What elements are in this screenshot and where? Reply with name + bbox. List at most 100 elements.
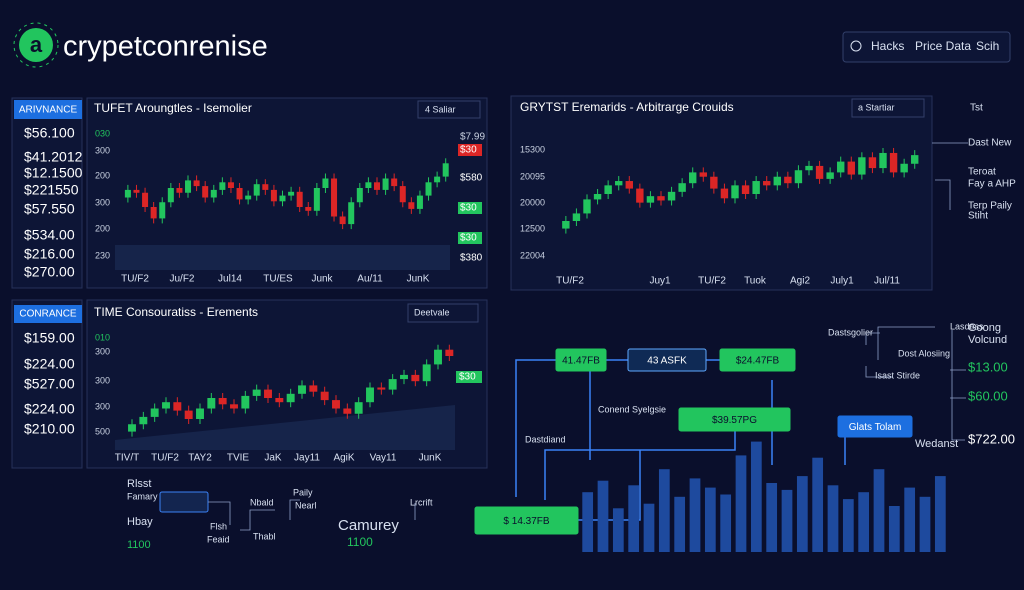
bar	[919, 496, 931, 552]
x-label: Jul14	[218, 274, 242, 285]
candle	[159, 202, 166, 219]
price-label: $580	[460, 173, 483, 184]
candle	[366, 387, 374, 403]
dropdown[interactable]	[851, 98, 925, 118]
candle	[193, 180, 200, 187]
flow-label: Dastdiand	[525, 434, 566, 444]
nav-link[interactable]: Scih	[976, 39, 999, 53]
metric: $722.00	[968, 431, 1015, 446]
caption: Nearl	[295, 500, 317, 510]
flow-node	[719, 348, 796, 372]
candle	[245, 195, 252, 200]
bar	[750, 441, 762, 552]
logo-letter: a	[30, 32, 43, 57]
candle	[572, 213, 581, 221]
candle	[236, 188, 243, 200]
dropdown[interactable]	[407, 303, 479, 323]
candle	[207, 398, 216, 409]
candle	[279, 195, 286, 202]
candle	[356, 188, 363, 203]
bar	[689, 478, 701, 552]
shade	[115, 405, 455, 450]
flow-label: Isast Stirde	[875, 370, 920, 380]
candle	[678, 183, 686, 192]
candle	[815, 165, 824, 179]
bar	[582, 492, 594, 552]
chart-title: GRYTST Eremarids - Arbitrarge Crouids	[520, 100, 734, 114]
connector	[414, 142, 968, 520]
side-note: Tst	[970, 103, 983, 114]
search-icon	[850, 40, 862, 52]
brand: crypetconrenise	[63, 31, 268, 63]
x-label: TU/F2	[556, 276, 584, 287]
candle	[657, 196, 665, 201]
x-label: TU/ES	[263, 274, 293, 285]
candle	[879, 152, 887, 169]
tag	[14, 100, 82, 119]
flow-node	[678, 407, 791, 432]
candle	[699, 172, 707, 177]
x-label: Jul/11	[874, 276, 900, 287]
caption: Feaid	[207, 534, 230, 544]
x-label: Junk	[311, 274, 333, 285]
price: $12.1500	[24, 165, 83, 181]
bar	[873, 469, 885, 552]
node-label: Glats Tolam	[849, 422, 902, 433]
candle	[391, 178, 398, 187]
metric: $60.00	[968, 388, 1008, 403]
nav-link[interactable]: Price Data	[915, 39, 971, 53]
candle	[858, 157, 866, 175]
candle	[377, 387, 386, 390]
candle	[128, 424, 136, 432]
bar	[612, 508, 624, 552]
logo-icon	[19, 28, 53, 62]
candle	[442, 163, 449, 177]
caption: 1100	[347, 535, 373, 549]
price: $221550	[24, 182, 79, 198]
candle	[752, 181, 760, 194]
node-label: $ 14.37FB	[503, 516, 549, 527]
chart-title: TIME Consouratiss - Erements	[94, 305, 258, 319]
candle	[615, 181, 623, 186]
x-label: JaK	[264, 453, 282, 464]
candle	[184, 410, 193, 419]
price: $159.00	[24, 330, 75, 346]
price-label: $7.99	[460, 132, 485, 143]
shade	[115, 245, 450, 270]
side-note: Fay a AHP	[968, 179, 1016, 190]
candle	[805, 165, 813, 171]
candle	[241, 395, 250, 409]
candle	[434, 349, 442, 365]
bar	[888, 506, 900, 552]
bar	[597, 480, 609, 552]
caption: Thabl	[253, 531, 276, 541]
caption: 1100	[127, 539, 151, 551]
axis-label: 030	[95, 128, 110, 138]
chart-title: TUFET Aroungtles - Isemolier	[94, 101, 252, 115]
candle	[227, 182, 234, 188]
x-label: July1	[830, 276, 854, 287]
search-box[interactable]	[842, 31, 1011, 63]
candle	[150, 408, 159, 417]
price: $210.00	[24, 421, 75, 437]
node-label: 41.47FB	[562, 356, 600, 367]
candle	[322, 178, 329, 188]
bar	[827, 485, 839, 552]
price-label: $30	[460, 233, 477, 244]
x-label: Tuok	[744, 276, 767, 287]
candle	[434, 176, 441, 183]
price: $57.550	[24, 201, 75, 217]
candle	[210, 189, 217, 198]
flow-node	[474, 506, 579, 535]
candle	[343, 408, 352, 414]
candle	[354, 402, 363, 414]
caption: Famary	[127, 491, 158, 501]
dropdown[interactable]	[417, 100, 481, 119]
candle	[331, 178, 338, 217]
node-label: $24.47FB	[736, 356, 780, 367]
flow-label: Lasdess	[950, 321, 984, 331]
caption: Paily	[293, 487, 313, 497]
axis-label: 010	[95, 332, 110, 342]
candle	[298, 385, 306, 394]
connector	[208, 499, 300, 531]
